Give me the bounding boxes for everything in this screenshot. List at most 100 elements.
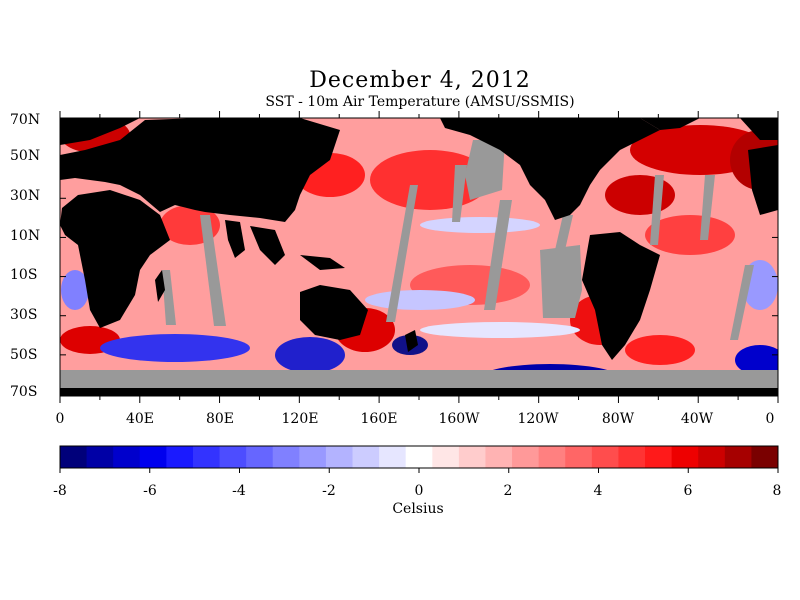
lon-label-40w: 40W [680,411,714,427]
lon-label-160e: 160E [360,411,398,427]
lon-label-120w: 120W [517,411,559,427]
lat-label-30n: 30N [10,188,41,204]
colorbar-swatch [724,446,752,468]
lon-label-0: 0 [55,411,65,427]
colorbar-swatch [219,446,247,468]
colorbar-swatch [246,446,274,468]
scandinavia-landmass [740,118,778,140]
swath-pacific-3 [465,140,505,200]
argentine-warm-patch [625,335,695,365]
colorbar [60,446,779,468]
eurasia-landmass [60,118,340,222]
land-masses [60,118,778,396]
lat-label-30s: 30S [10,307,38,323]
colorbar-swatch [299,446,327,468]
lon-label-120e: 120E [281,411,319,427]
arctic-europe-landmass [60,118,140,145]
swath-atlantic-3 [730,265,754,340]
colorbar-swatch [166,446,194,468]
colorbar-swatch [60,446,88,468]
swath-atlantic-1 [650,175,664,245]
europe-west-landmass [748,145,778,215]
india-landmass [225,220,245,258]
lon-label-40e: 40E [125,411,155,427]
weddell-cool-patch [735,345,778,375]
map-field [60,118,778,396]
lat-label-10n: 10N [10,228,41,244]
colorbar-label-8: 8 [772,483,782,499]
lat-label-10s: 10S [10,267,38,283]
south-america-landmass [582,232,660,360]
colorbar-swatch [698,446,726,468]
latitude-ticks [60,119,778,395]
colorbar-swatch [86,446,114,468]
colorbar-swatch [192,446,221,468]
colorbar-swatch [458,446,486,468]
lon-label-0-east: 0 [765,411,775,427]
southern-pacific-white-band [420,322,580,338]
map-title: December 4, 2012 [309,68,531,93]
longitude-ticks [59,111,779,403]
lat-label-50n: 50N [10,148,41,164]
colorbar-units: Celsius [392,501,444,517]
colorbar-swatch [113,446,141,468]
colorbar-swatch [352,446,380,468]
north-pacific-cool-band [420,217,540,233]
lon-label-80w: 80W [601,411,635,427]
colorbar-swatch [538,446,566,468]
swath-atlantic-2 [700,175,715,240]
swath-east-pacific-2 [555,215,573,250]
africa-landmass [60,190,170,328]
lon-label-80e: 80E [205,411,235,427]
southern-ocean-cool-patch [275,337,345,373]
colorbar-swatch [618,446,646,468]
swath-east-pacific [540,245,582,318]
colorbar-swatch [671,446,699,468]
colorbar-label-2: 2 [503,483,513,499]
colorbar-label-minus6: -6 [143,483,157,499]
north-america-landmass [440,118,660,220]
lon-label-160w: 160W [438,411,480,427]
colorbar-swatch [565,446,593,468]
swath-pacific-4 [484,200,512,310]
colorbar-label-minus2: -2 [322,483,336,499]
australia-landmass [300,285,368,340]
east-atlantic-cool-patch [61,270,89,310]
colorbar-swatch [405,446,433,468]
new-zealand-landmass [405,330,418,352]
colorbar-swatch [751,446,779,468]
swath-indian-2 [162,270,176,325]
south-indian-cool-patch [100,334,250,362]
greenland-landmass [640,118,700,130]
colorbar-label-4: 4 [593,483,603,499]
map-subtitle: SST - 10m Air Temperature (AMSU/SSMIS) [265,94,575,110]
southeast-asia-landmass [250,226,285,265]
swath-pacific-2 [452,165,467,222]
colorbar-ticks [59,468,779,473]
colorbar-swatch [379,446,407,468]
colorbar-swatch [591,446,619,468]
lat-label-70s: 70S [10,384,38,400]
colorbar-swatch [139,446,167,468]
colorbar-swatch [485,446,513,468]
lat-label-70n: 70N [10,112,41,128]
swath-indian-1 [200,215,226,326]
colorbar-swatch [432,446,460,468]
gulf-stream-warm-patch [605,175,675,215]
colorbar-label-minus4: -4 [232,483,246,499]
colorbar-label-6: 6 [683,483,693,499]
madagascar-landmass [155,270,165,302]
colorbar-label-minus8: -8 [53,483,67,499]
antarctica-landmass [60,388,778,396]
indonesia-landmass [300,255,345,270]
tropical-atlantic-warm-patch [645,215,735,255]
subtropical-pacific-cool-band [365,290,475,310]
lat-label-50s: 50S [10,347,38,363]
colorbar-swatch [325,446,354,468]
swath-pacific-1 [386,185,418,322]
colorbar-label-0: 0 [414,483,424,499]
colorbar-swatch [272,446,300,468]
colorbar-swatch [645,446,673,468]
colorbar-swatch [512,446,540,468]
